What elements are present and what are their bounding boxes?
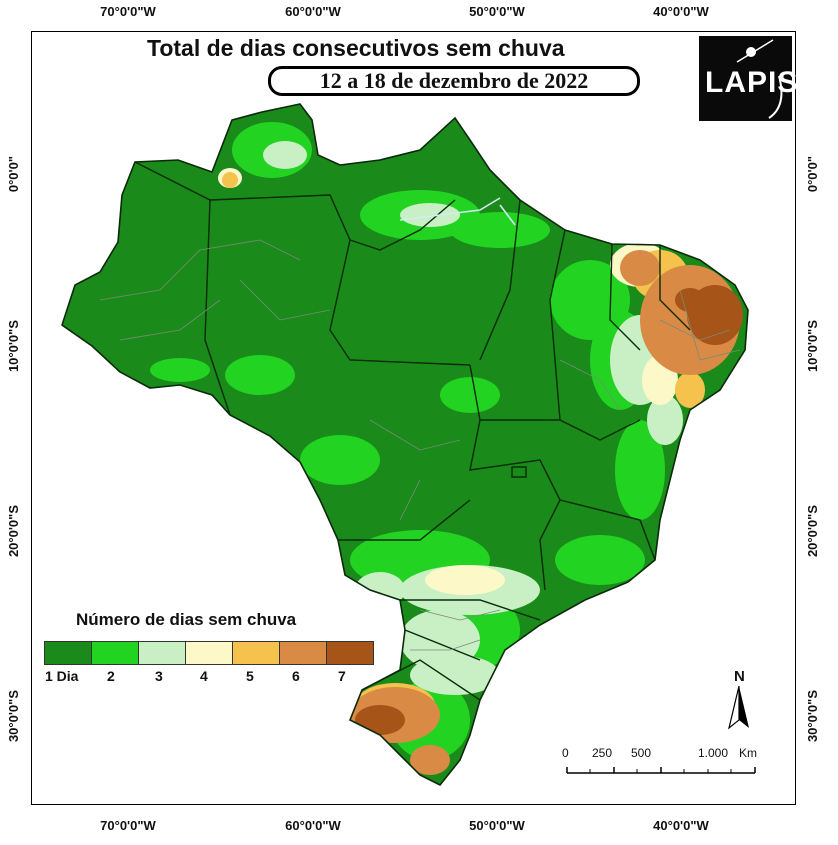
date-range: 12 a 18 de dezembro de 2022 bbox=[319, 68, 589, 93]
date-range-box: 12 a 18 de dezembro de 2022 bbox=[268, 66, 640, 96]
north-label: N bbox=[734, 668, 745, 685]
rivers bbox=[399, 197, 516, 226]
scale-label-0: 0 bbox=[562, 746, 569, 760]
longitude-label-bottom-60w: 60°0'0"W bbox=[285, 818, 341, 833]
legend-label-4: 4 bbox=[200, 668, 208, 684]
region-borders bbox=[99, 239, 741, 651]
legend-swatch-6 bbox=[280, 642, 327, 664]
scale-unit: Km bbox=[739, 746, 757, 760]
legend-label-5: 5 bbox=[246, 668, 254, 684]
legend-swatch-3 bbox=[139, 642, 186, 664]
scale-label-1000: 1.000 bbox=[698, 746, 729, 760]
legend-label-6: 6 bbox=[292, 668, 300, 684]
legend-title: Número de dias sem chuva bbox=[76, 610, 297, 629]
satellite-icon bbox=[736, 39, 783, 119]
longitude-label-bottom-70w: 70°0'0"W bbox=[100, 818, 156, 833]
scale-label-500: 500 bbox=[631, 746, 652, 760]
longitude-label-bottom-50w: 50°0'0"W bbox=[469, 818, 525, 833]
legend-label-7: 7 bbox=[338, 668, 346, 684]
logo-text: LAPIS bbox=[705, 66, 799, 99]
legend-swatch-7 bbox=[327, 642, 373, 664]
longitude-label-top-70w: 70°0'0"W bbox=[100, 4, 156, 19]
scale-label-250: 250 bbox=[592, 746, 613, 760]
state-borders bbox=[134, 161, 691, 701]
brazil-outline bbox=[61, 103, 749, 787]
longitude-label-top-50w: 50°0'0"W bbox=[469, 4, 525, 19]
legend-label-1: 1 Dia bbox=[45, 668, 79, 684]
legend-swatch-2 bbox=[92, 642, 139, 664]
legend-color-bar bbox=[44, 641, 374, 665]
legend-swatch-4 bbox=[186, 642, 233, 664]
north-arrow: N bbox=[724, 668, 754, 738]
longitude-label-bottom-40w: 40°0'0"W bbox=[653, 818, 709, 833]
longitude-label-top-40w: 40°0'0"W bbox=[653, 4, 709, 19]
map-title: Total de dias consecutivos sem chuva bbox=[147, 35, 565, 61]
north-arrow-icon bbox=[728, 686, 749, 730]
longitude-label-top-60w: 60°0'0"W bbox=[285, 4, 341, 19]
legend-swatch-1 bbox=[45, 642, 92, 664]
lapis-logo: LAPIS bbox=[699, 36, 797, 121]
scale-bar bbox=[566, 767, 756, 774]
legend-label-3: 3 bbox=[155, 668, 163, 684]
legend-swatch-5 bbox=[233, 642, 280, 664]
legend-label-2: 2 bbox=[107, 668, 115, 684]
